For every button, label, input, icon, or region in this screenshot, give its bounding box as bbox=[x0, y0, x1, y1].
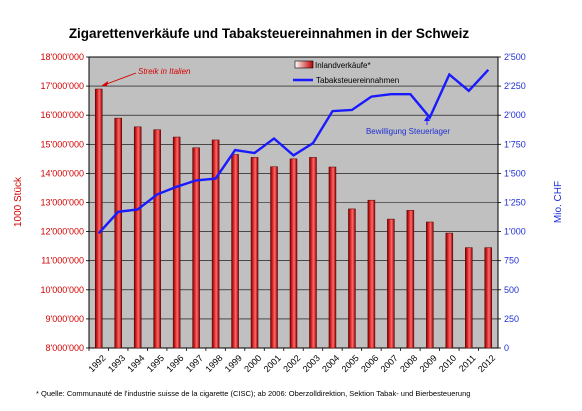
x-tick-label: 2000 bbox=[242, 353, 263, 374]
x-tick-label: 2007 bbox=[379, 353, 400, 374]
bar bbox=[211, 139, 220, 349]
line-series bbox=[97, 68, 490, 235]
left-tick-label: 17'000'000 bbox=[41, 81, 84, 91]
x-axis-ticks: 1992199319941995199619971998199920002001… bbox=[86, 348, 497, 374]
bar bbox=[406, 210, 415, 349]
x-tick-label: 2001 bbox=[262, 353, 283, 374]
bar bbox=[328, 166, 337, 349]
legend-swatch-bars bbox=[294, 60, 314, 69]
left-tick-label: 8'000'000 bbox=[46, 343, 84, 353]
x-tick-label: 2011 bbox=[457, 353, 478, 374]
bar bbox=[231, 154, 239, 349]
tax-revenue-line bbox=[97, 68, 490, 235]
bar bbox=[133, 126, 142, 349]
bar bbox=[270, 166, 278, 349]
left-tick-label: 13'000'000 bbox=[41, 198, 84, 208]
x-tick-label: 1994 bbox=[125, 353, 146, 374]
left-tick-label: 12'000'000 bbox=[41, 227, 84, 237]
bar bbox=[367, 199, 376, 349]
right-tick-label: 2'000 bbox=[504, 110, 526, 120]
right-tick-label: 1'000 bbox=[504, 227, 526, 237]
x-tick-label: 1996 bbox=[164, 353, 185, 374]
right-axis-ticks: 0 250 500 750 1'000 1'250 1'500 1'750 2'000 2'250… bbox=[498, 52, 526, 353]
left-axis-label: 1000 Stück bbox=[13, 176, 24, 227]
left-tick-label: 10'000'000 bbox=[41, 285, 84, 295]
left-tick-label: 11'000'000 bbox=[41, 256, 84, 266]
bar bbox=[426, 221, 434, 349]
bar bbox=[114, 117, 122, 349]
x-tick-label: 1992 bbox=[86, 353, 107, 374]
left-tick-label: 15'000'000 bbox=[41, 139, 84, 149]
bar bbox=[465, 247, 473, 349]
bar bbox=[250, 157, 259, 349]
x-tick-label: 2008 bbox=[398, 353, 419, 374]
x-tick-label: 1998 bbox=[203, 353, 224, 374]
legend-label-bars: Inlandverkäufe* bbox=[315, 61, 371, 70]
footnote: * Quelle: Communauté de l'industrie suis… bbox=[36, 389, 470, 398]
legend-label-line: Tabaksteuereinnahmen bbox=[316, 76, 399, 85]
right-axis-label: Mio. CHF bbox=[553, 181, 564, 223]
chart-title: Zigarettenverkäufe und Tabaksteuereinnah… bbox=[69, 26, 470, 41]
x-tick-label: 1993 bbox=[106, 353, 127, 374]
left-tick-label: 9'000'000 bbox=[46, 314, 84, 324]
left-tick-label: 18'000'000 bbox=[41, 52, 84, 62]
bar bbox=[484, 247, 493, 349]
bar bbox=[192, 147, 200, 349]
x-tick-label: 2009 bbox=[418, 353, 439, 374]
annotation-tax-warehouse-text: Bewilligung Steuerlager bbox=[366, 127, 450, 136]
right-tick-label: 2'250 bbox=[504, 81, 526, 91]
left-tick-label: 14'000'000 bbox=[41, 168, 84, 178]
right-tick-label: 500 bbox=[504, 285, 519, 295]
x-tick-label: 1995 bbox=[145, 353, 166, 374]
bar bbox=[172, 136, 181, 349]
legend: Inlandverkäufe* Tabaksteuereinnahmen bbox=[293, 60, 399, 85]
bar bbox=[387, 218, 395, 349]
bar bbox=[309, 157, 317, 349]
left-tick-label: 16'000'000 bbox=[41, 110, 84, 120]
bar-series bbox=[94, 88, 493, 349]
bar bbox=[153, 129, 161, 349]
right-tick-label: 0 bbox=[504, 343, 509, 353]
x-tick-label: 2002 bbox=[281, 353, 302, 374]
bar bbox=[445, 232, 454, 349]
right-tick-label: 250 bbox=[504, 314, 519, 324]
x-tick-label: 2012 bbox=[476, 353, 497, 374]
x-tick-label: 2004 bbox=[320, 353, 341, 374]
bar bbox=[289, 158, 298, 349]
x-tick-label: 2005 bbox=[340, 353, 361, 374]
x-tick-label: 1997 bbox=[184, 353, 205, 374]
annotation-tax-warehouse-arrowhead bbox=[424, 116, 430, 121]
bar bbox=[348, 208, 356, 349]
x-tick-label: 2003 bbox=[301, 353, 322, 374]
right-tick-label: 750 bbox=[504, 256, 519, 266]
bar bbox=[94, 88, 103, 349]
annotation-strike-arrowhead bbox=[101, 81, 108, 86]
annotation-strike: Streik in Italien bbox=[101, 67, 191, 86]
annotation-strike-text: Streik in Italien bbox=[138, 67, 191, 76]
x-tick-label: 2010 bbox=[437, 353, 458, 374]
right-tick-label: 2'500 bbox=[504, 52, 526, 62]
right-tick-label: 1'250 bbox=[504, 198, 526, 208]
x-tick-label: 2006 bbox=[359, 353, 380, 374]
right-tick-label: 1'500 bbox=[504, 168, 526, 178]
left-axis-ticks: 8'000'000 9'000'000 10'000'000 11'000'000 12… bbox=[41, 52, 89, 353]
right-tick-label: 1'750 bbox=[504, 139, 526, 149]
annotation-strike-arrow bbox=[103, 72, 137, 86]
x-tick-label: 1999 bbox=[223, 353, 244, 374]
annotation-tax-warehouse: Bewilligung Steuerlager bbox=[366, 116, 450, 136]
